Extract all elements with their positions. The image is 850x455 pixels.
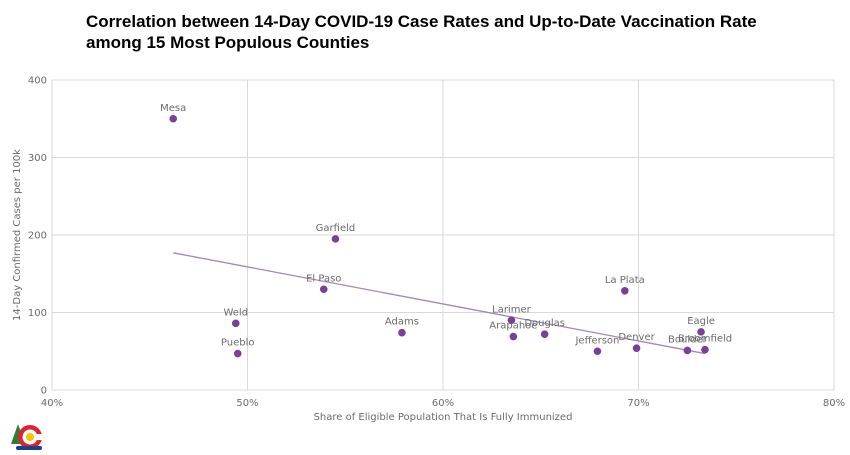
data-point bbox=[231, 319, 240, 328]
chart-title: Correlation between 14-Day COVID-19 Case… bbox=[86, 11, 806, 53]
data-point bbox=[507, 316, 516, 325]
data-point bbox=[701, 345, 709, 354]
data-point bbox=[697, 328, 705, 336]
y-tick-label: 300 bbox=[28, 153, 47, 164]
data-points bbox=[169, 114, 709, 358]
data-point bbox=[233, 349, 242, 358]
data-point-label: Douglas bbox=[524, 318, 565, 329]
x-tick-label: 40% bbox=[41, 398, 63, 409]
data-point-label: Denver bbox=[618, 332, 655, 343]
logo-sun bbox=[26, 433, 34, 441]
data-point-label: Arapahoe bbox=[489, 321, 537, 332]
data-point bbox=[621, 287, 629, 295]
trend-line bbox=[173, 252, 706, 355]
chart-title-line-2: among 15 Most Populous Counties bbox=[86, 33, 370, 52]
x-tick-label: 50% bbox=[236, 398, 258, 409]
data-point-labels: Mesa Garfield El Paso Weld Pueblo Adams Larime… bbox=[160, 103, 732, 349]
data-point-label: Eagle bbox=[687, 316, 715, 327]
logo-band bbox=[16, 446, 42, 450]
grid-lines bbox=[51, 79, 835, 391]
data-point bbox=[331, 235, 340, 243]
data-point-label: Weld bbox=[223, 307, 248, 318]
data-point-label: Jefferson bbox=[574, 335, 619, 346]
data-point-label: Pueblo bbox=[221, 338, 255, 349]
data-point-label: Broomfield bbox=[678, 334, 732, 345]
logo-gap bbox=[35, 434, 44, 440]
colorado-c-logo-icon bbox=[11, 424, 44, 450]
y-tick-label: 100 bbox=[28, 308, 47, 319]
data-point-label: Larimer bbox=[492, 304, 531, 315]
data-point-label: Boulder bbox=[668, 334, 708, 345]
chart-title-line-1: Correlation between 14-Day COVID-19 Case… bbox=[86, 12, 757, 31]
data-point bbox=[398, 328, 406, 337]
y-tick-label: 200 bbox=[28, 231, 47, 242]
x-tick-label: 60% bbox=[432, 398, 454, 409]
data-point-label: Adams bbox=[385, 317, 419, 328]
y-axis-title: 14-Day Confirmed Cases per 100k bbox=[12, 149, 23, 321]
x-axis-title: Share of Eligible Population That Is Ful… bbox=[314, 412, 573, 423]
data-point-label: El Paso bbox=[306, 273, 341, 284]
y-tick-label: 400 bbox=[28, 76, 47, 87]
data-point-label: La Plata bbox=[605, 275, 645, 286]
x-tick-label: 70% bbox=[627, 398, 649, 409]
data-point bbox=[683, 346, 692, 355]
data-point bbox=[593, 347, 602, 356]
y-axis-ticks: 0 100 200 300 400 bbox=[28, 76, 47, 397]
data-point-label: Garfield bbox=[316, 223, 356, 234]
x-tick-label: 80% bbox=[823, 398, 845, 409]
data-point bbox=[632, 344, 641, 352]
data-point bbox=[319, 285, 328, 294]
x-axis-ticks: 40% 50% 60% 70% 80% bbox=[41, 398, 845, 409]
y-tick-label: 0 bbox=[41, 386, 47, 397]
data-point bbox=[169, 114, 178, 123]
data-point-label: Mesa bbox=[160, 103, 186, 114]
data-point bbox=[509, 332, 518, 341]
data-point bbox=[540, 330, 549, 339]
